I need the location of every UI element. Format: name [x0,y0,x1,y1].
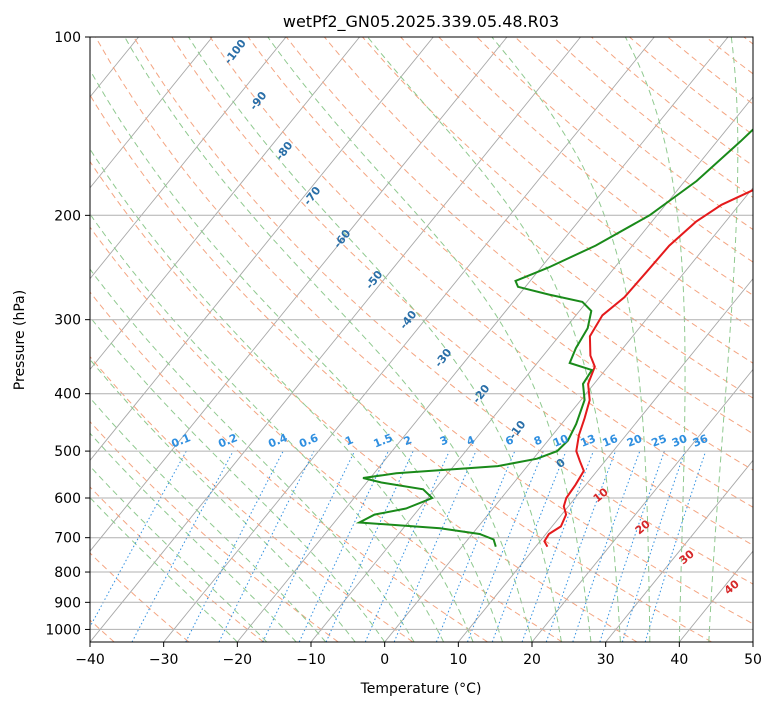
isotherm-line [531,368,753,642]
isotherm-line [163,37,655,642]
mixing-ratio-line [545,450,616,642]
isotherm-line [90,37,508,552]
dry-adiabat-line [90,355,414,642]
y-tick-label: 900 [54,595,81,611]
moist-adiabat-line [90,213,445,642]
mixing-ratio-label: 10 [551,432,570,450]
y-tick-label: 300 [54,313,81,329]
dry-adiabat-line [90,94,712,642]
chart-title: wetPf2_GN05.2025.339.05.48.R03 [283,12,559,32]
moist-adiabat-line [90,316,386,642]
dry-adiabat-line [90,226,563,642]
dry-adiabat-line [247,37,753,471]
x-tick-label: −10 [296,652,326,668]
dry-adiabat-line [438,37,753,296]
moist-adiabat-line [624,37,686,642]
y-tick-label: 800 [54,565,81,581]
isotherm-line [90,37,360,371]
sounding-profiles [355,128,753,548]
mixing-ratio-label: 13 [579,432,598,450]
moist-adiabat-line [188,37,562,642]
x-axis: −40 −30 −20 −10 0 10 20 30 40 50 [75,642,762,668]
y-tick-label: 500 [54,444,81,460]
isotherm-line [605,459,753,642]
mixing-ratio-label: 20 [625,432,644,450]
dry-adiabat-line [171,37,753,546]
y-tick-label: 400 [54,387,81,403]
temperature-profile [543,189,753,548]
x-tick-label: 10 [449,652,467,668]
moist-adiabat-line [90,496,238,642]
dry-adiabat-line [400,37,753,330]
isotherm-line [384,187,753,642]
x-tick-label: 0 [380,652,389,668]
moist-adiabat-line [367,37,621,642]
isotherm-line [457,277,753,642]
mixing-ratio-label: 36 [691,432,710,450]
mixing-ratio-line [467,450,544,642]
y-tick-label: 200 [54,208,81,224]
mixing-ratio-line [491,450,567,642]
isotherm-line [236,37,729,642]
isotherm-line [752,641,753,642]
isotherm-line [0,37,65,642]
background-lines [0,37,753,642]
plot-area [90,37,753,642]
dry-adiabat-line [90,420,339,642]
dewpoint-profile [355,128,753,547]
mixing-ratio-line [621,450,686,642]
mixing-ratio-label: 2 [402,433,414,448]
mixing-ratio-label: 30 [670,432,689,450]
mixing-ratio-line [599,450,665,642]
dry-adiabat-line [90,552,190,642]
mixing-ratio-line [521,450,594,642]
dry-adiabat-line [90,291,488,642]
y-axis-title: Pressure (hPa) [12,290,28,390]
moist-adiabat-line [90,465,268,642]
x-tick-label: 40 [670,652,688,668]
mixing-ratio-line [393,450,477,642]
moist-adiabat-line [124,37,533,642]
x-tick-label: −20 [223,652,253,668]
x-tick-label: 50 [744,652,762,668]
plot-frame [89,36,754,643]
moist-adiabat-line [90,69,503,642]
mixing-ratio-line [131,450,234,642]
mixing-ratio-line [435,450,516,642]
dry-adiabat-line [90,160,638,642]
x-axis-title: Temperature (°C) [360,681,482,697]
x-tick-label: −30 [149,652,179,668]
mixing-ratio-line [218,450,315,642]
isotherm-line [90,37,581,642]
y-tick-label: 100 [54,30,81,46]
isotherm-line [90,37,434,462]
isotherm-line [90,37,213,189]
mixing-ratio-line [644,450,707,642]
x-tick-label: 20 [523,652,541,668]
moist-adiabat-line [267,37,592,642]
x-tick-label: 30 [597,652,615,668]
moist-adiabat-line [491,37,651,642]
moist-adiabat-line [90,358,356,642]
isotherm-line [90,37,287,280]
mixing-ratio-label: 3 [438,433,450,448]
y-tick-label: 1000 [45,622,81,638]
mixing-ratio-label: 1 [343,433,355,448]
moist-adiabat-line [90,148,474,642]
mixing-ratio-label: 16 [601,432,620,450]
mixing-ratio-line [572,450,641,642]
dry-adiabat-line [95,37,753,625]
dry-adiabat-line [133,37,753,585]
y-axis: 100 200 300 400 500 600 700 800 900 1000 [45,30,90,638]
moist-adiabat-line [708,37,739,642]
y-tick-label: 700 [54,531,81,547]
y-tick-label: 600 [54,491,81,507]
mixing-ratio-line [90,450,187,628]
mixing-ratio-label: 8 [532,433,544,448]
moist-adiabat-line [90,268,415,642]
x-tick-label: −40 [75,652,105,668]
mixing-ratio-label: 25 [650,432,669,450]
